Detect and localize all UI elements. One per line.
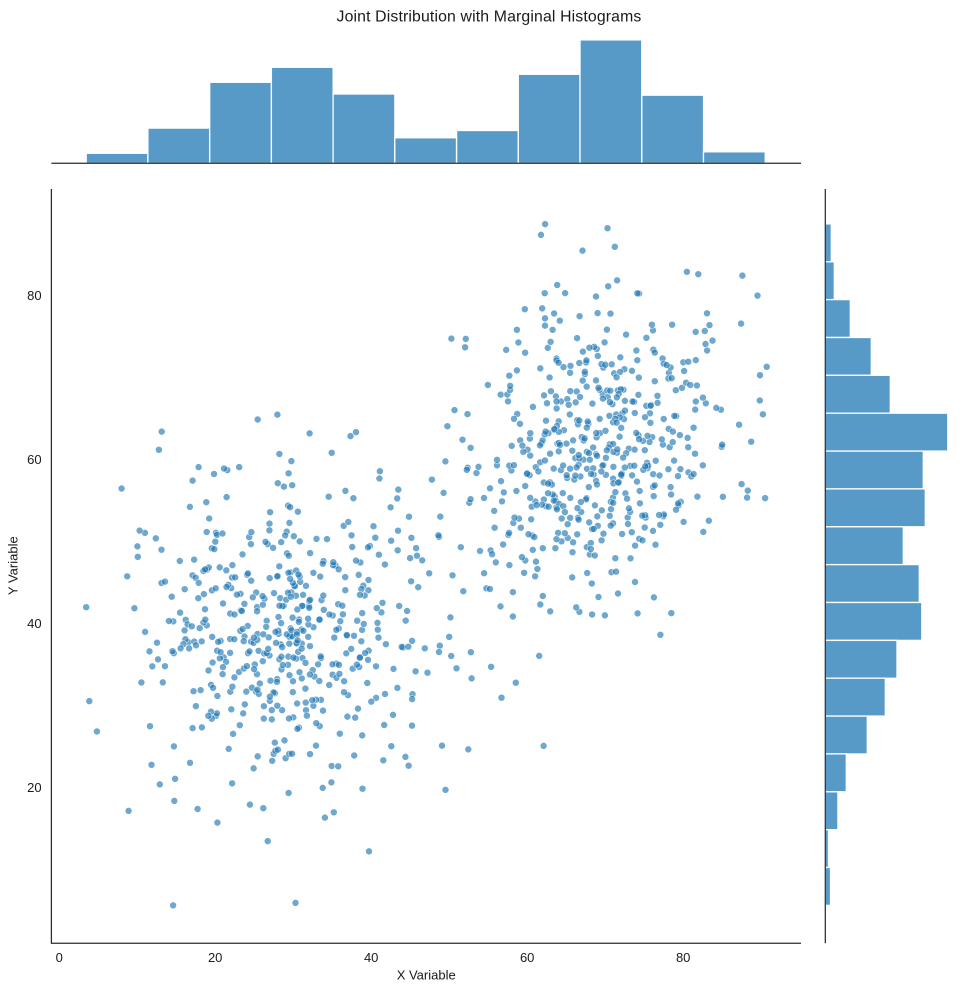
svg-text:Joint Distribution with Margin: Joint Distribution with Marginal Histogr… [337,8,642,25]
svg-text:40: 40 [364,950,378,965]
svg-text:80: 80 [27,288,41,303]
svg-text:60: 60 [27,452,41,467]
svg-text:0: 0 [56,950,63,965]
svg-text:20: 20 [208,950,222,965]
svg-text:X Variable: X Variable [397,968,456,983]
svg-text:Y Variable: Y Variable [6,536,21,595]
svg-text:40: 40 [27,616,41,631]
svg-text:20: 20 [27,780,41,795]
svg-text:60: 60 [520,950,534,965]
svg-text:80: 80 [676,950,690,965]
